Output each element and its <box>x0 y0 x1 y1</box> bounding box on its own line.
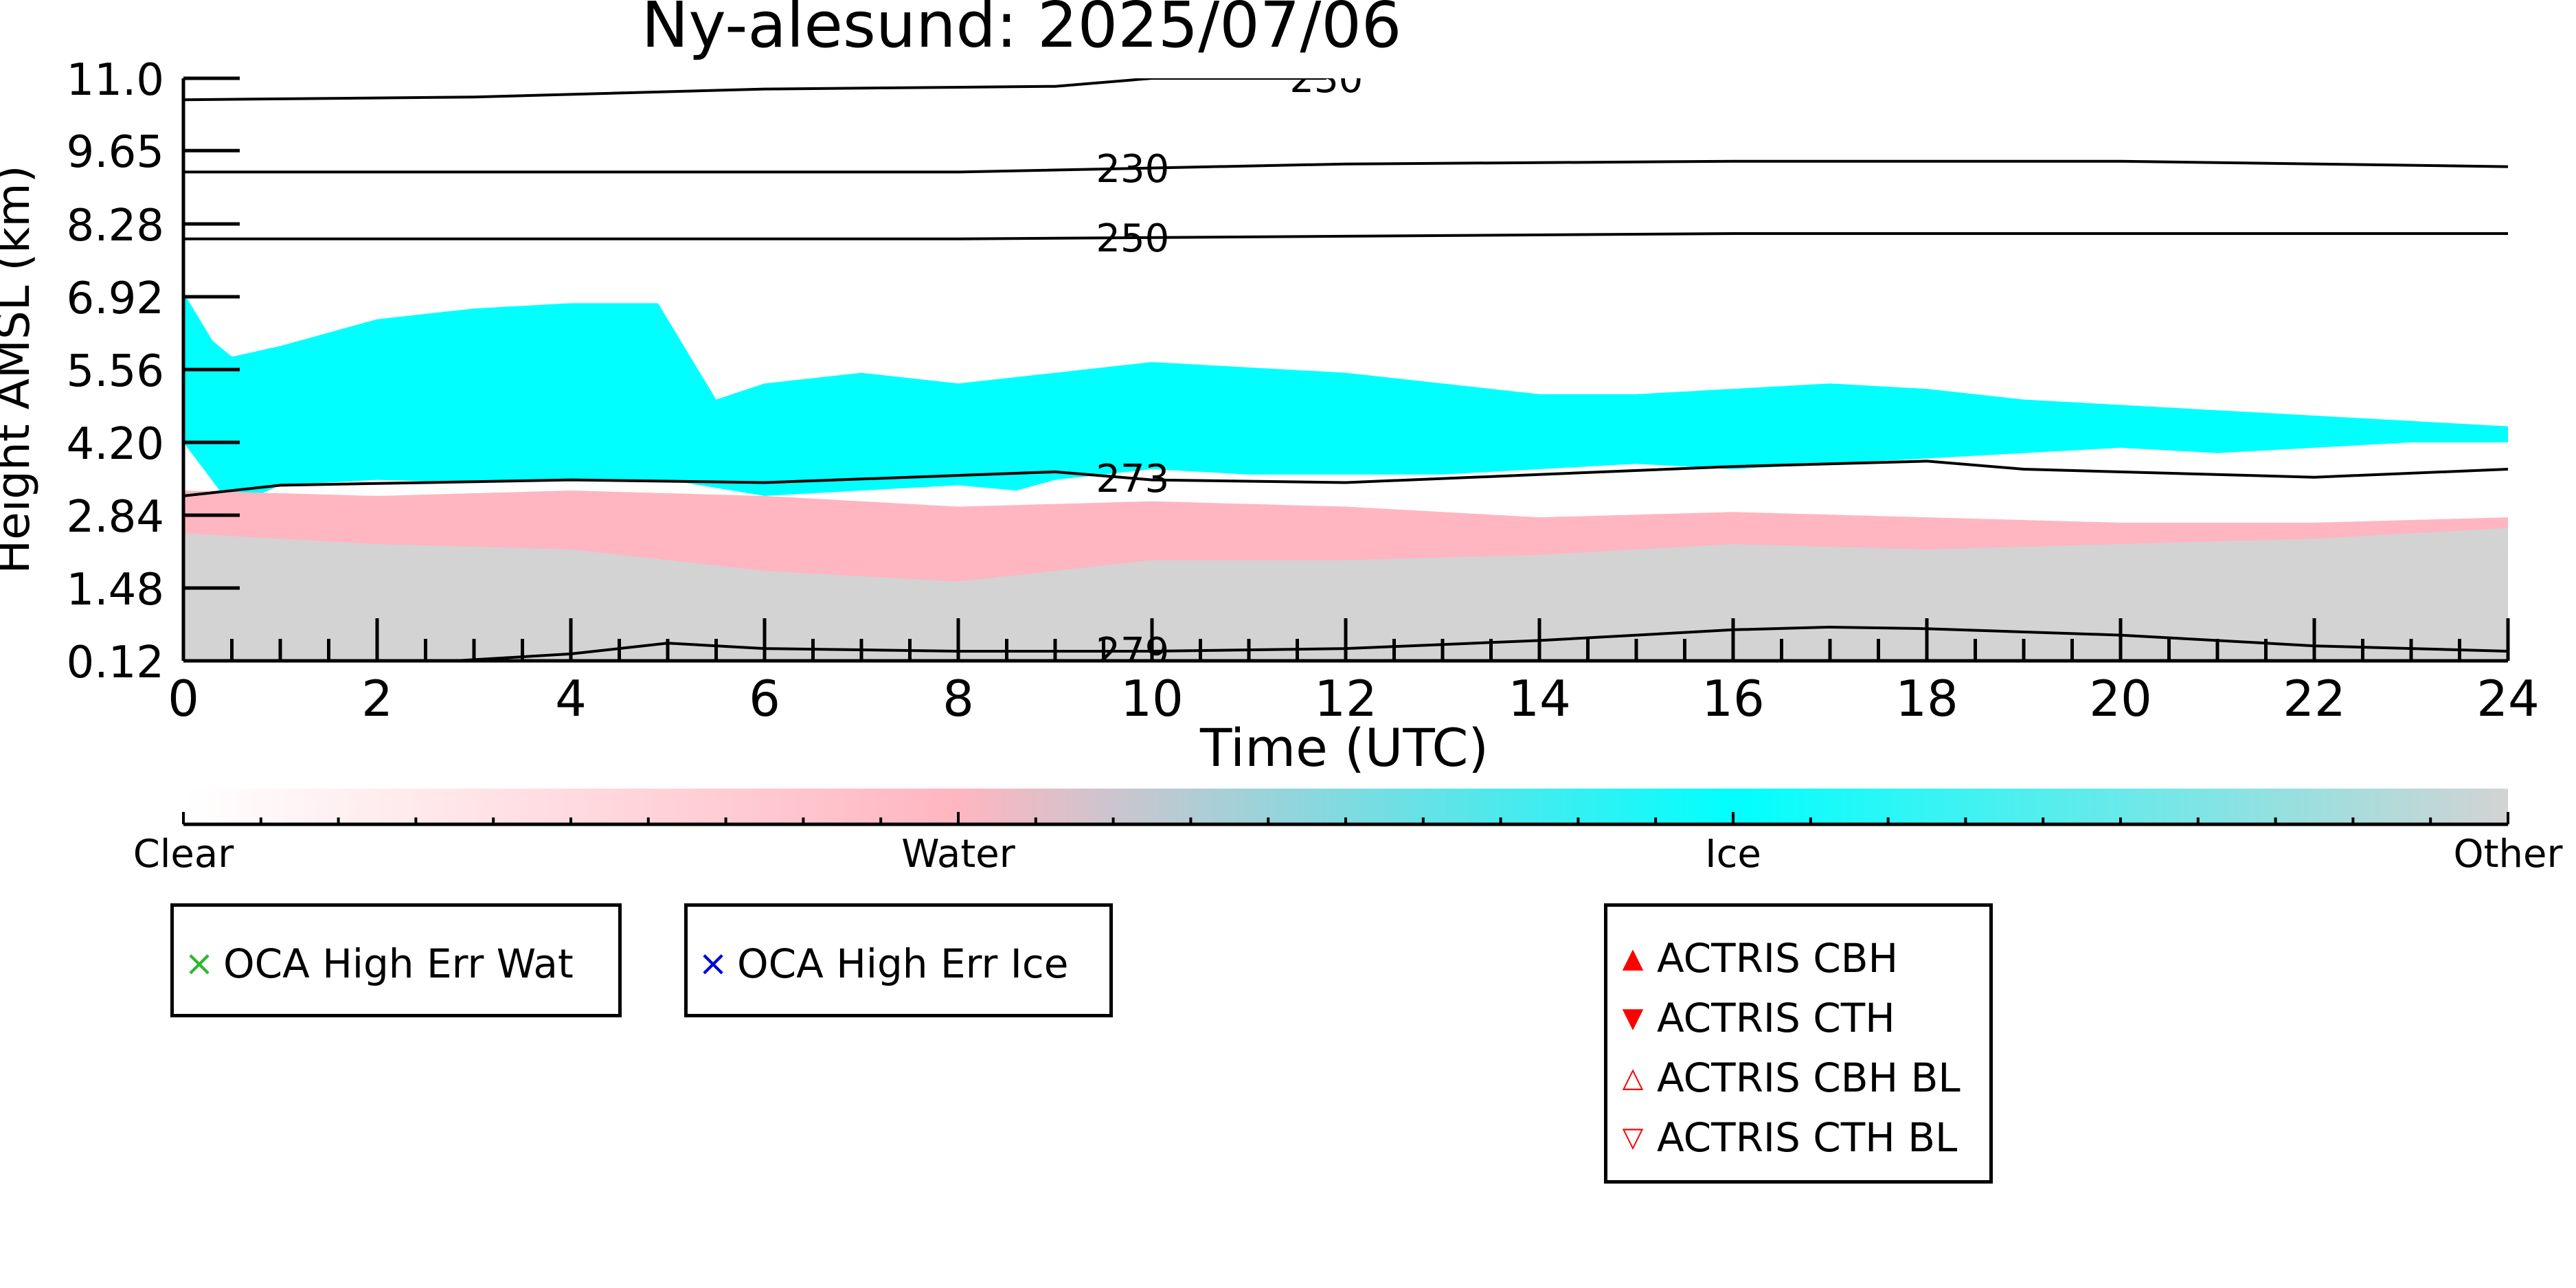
legend-entry: × OCA High Err Wat <box>174 940 574 988</box>
x-tick-label: 10 <box>1120 670 1184 727</box>
temperature-contours: 230 230 250 273 279 <box>183 57 2508 675</box>
legend-oca-water: × OCA High Err Wat <box>170 903 622 1017</box>
x-marker-icon: × <box>698 943 728 984</box>
colorbar-label-ice: Ice <box>1705 832 1761 877</box>
contour-label-273: 273 <box>1096 457 1169 501</box>
classification-layer <box>183 292 2508 661</box>
chart-title: Ny-alesund: 2025/07/06 <box>642 0 1402 62</box>
y-tick-label: 11.0 <box>67 55 165 106</box>
contour-line-230 <box>183 159 2508 174</box>
x-tick-label: 20 <box>2089 670 2152 727</box>
contour-line-250 <box>183 232 2508 240</box>
x-tick-label: 2 <box>361 670 393 727</box>
y-tick-label: 9.65 <box>67 127 165 178</box>
colorbar-ticks <box>182 812 2509 824</box>
triangle-down-outline-icon: ▽ <box>1622 1122 1644 1153</box>
x-marker-icon: × <box>184 943 214 984</box>
legend-label: ACTRIS CBH <box>1657 935 1899 982</box>
y-tick-label: 2.84 <box>67 492 165 543</box>
x-tick-label: 4 <box>555 670 587 727</box>
legend-label: ACTRIS CBH BL <box>1657 1054 1961 1101</box>
x-tick-label: 8 <box>942 670 974 727</box>
contour-label-230: 230 <box>1289 57 1363 102</box>
x-tick-label: 18 <box>1895 670 1958 727</box>
contour-line-230 <box>183 78 1326 102</box>
y-tick-label: 0.12 <box>67 637 165 688</box>
colorbar-label-other: Other <box>2453 832 2563 877</box>
legend-entry: ▼ ACTRIS CTH <box>1607 994 1895 1042</box>
legend-oca-ice: × OCA High Err Ice <box>684 903 1113 1017</box>
legend-entry: ▽ ACTRIS CTH BL <box>1607 1114 1958 1162</box>
contour-label-250: 250 <box>1096 216 1169 261</box>
contour-label-230: 230 <box>1096 147 1169 192</box>
x-tick-label: 6 <box>749 670 780 727</box>
triangle-up-filled-icon: ▲ <box>1622 942 1644 974</box>
y-tick-label: 6.92 <box>67 273 165 324</box>
x-tick-label: 12 <box>1314 670 1377 727</box>
colorbar-label-clear: Clear <box>133 832 234 877</box>
y-axis-label: Height AMSL (km) <box>0 166 40 574</box>
triangle-down-filled-icon: ▼ <box>1622 1002 1644 1034</box>
y-tick-label: 1.48 <box>67 565 165 615</box>
legend-label: ACTRIS CTH <box>1657 995 1895 1041</box>
legend-label: ACTRIS CTH BL <box>1657 1114 1958 1161</box>
legend-entry: ▲ ACTRIS CBH <box>1607 934 1899 982</box>
colorbar-label-water: Water <box>901 832 1016 877</box>
y-tick-label: 4.20 <box>67 419 165 470</box>
legend-actris: ▲ ACTRIS CBH ▼ ACTRIS CTH △ ACTRIS CBH B… <box>1604 903 1993 1184</box>
contour-line-273 <box>183 460 2508 497</box>
y-tick-label: 8.28 <box>67 201 165 251</box>
plot-area: 230 230 250 273 279 <box>183 57 2508 675</box>
x-tick-label: 22 <box>2283 670 2346 727</box>
y-tick-label: 5.56 <box>67 346 165 397</box>
ice-region <box>183 292 2508 507</box>
legend-label: OCA High Err Wat <box>223 940 574 987</box>
legend-entry: × OCA High Err Ice <box>688 940 1068 988</box>
x-tick-label: 16 <box>1702 670 1765 727</box>
x-axis-label: Time (UTC) <box>1199 717 1489 778</box>
x-tick-label: 24 <box>2476 670 2540 727</box>
triangle-up-outline-icon: △ <box>1622 1062 1644 1094</box>
contour-label-279: 279 <box>1096 630 1169 675</box>
x-tick-label: 14 <box>1508 670 1571 727</box>
legend-label: OCA High Err Ice <box>737 940 1069 987</box>
colorbar: Clear Water Ice Other <box>133 789 2563 877</box>
legend-entry: △ ACTRIS CBH BL <box>1607 1054 1961 1102</box>
x-tick-label: 0 <box>168 670 199 727</box>
